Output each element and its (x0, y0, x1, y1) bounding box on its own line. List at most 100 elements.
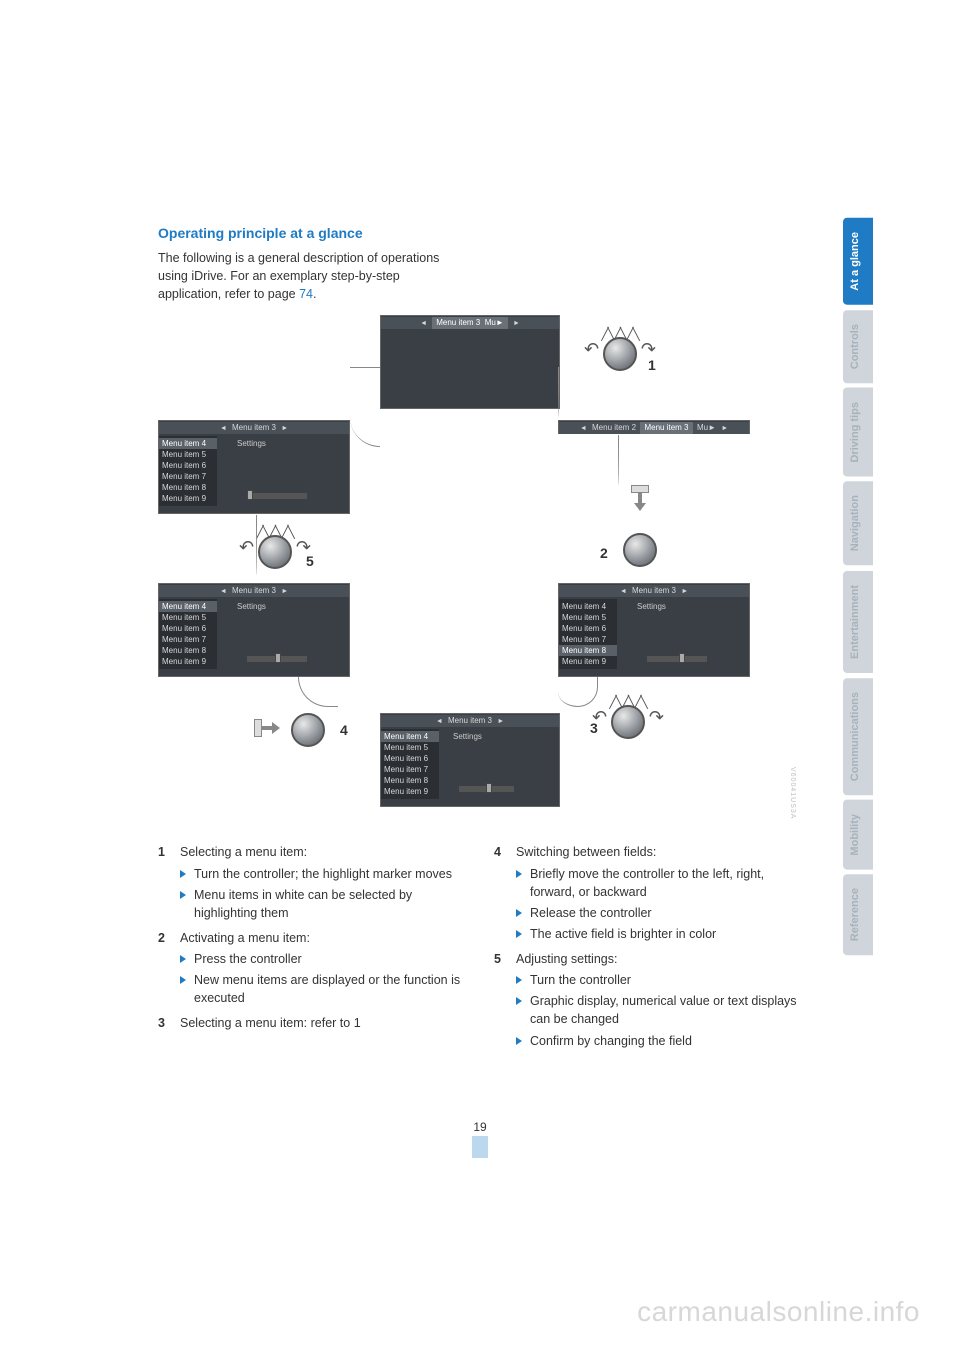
list-item: Menu item 7 (159, 471, 217, 482)
knob-body-icon (603, 337, 637, 371)
screen-3a-list: Menu item 4 Menu item 5 Menu item 6 Menu… (559, 599, 617, 669)
right-column: 4Switching between fields:Briefly move t… (494, 843, 798, 1056)
label-3: 3 (590, 720, 598, 736)
chapter-tabs: At a glance Controls Driving tips Navigatio… (843, 218, 873, 956)
title-pill: Menu item 3 (640, 422, 692, 434)
settings-label: Settings (237, 439, 266, 448)
list-item: Menu item 9 (159, 493, 217, 504)
knob-3: ╱╲╱╲╱╲ ↶ ↷ (606, 697, 650, 741)
title-text: Menu item 3 (448, 716, 492, 725)
item-number: 5 (494, 950, 516, 1053)
item-number: 4 (494, 843, 516, 946)
item-number: 1 (158, 843, 180, 925)
list-item: Menu item 4 (159, 601, 217, 612)
item-body: Switching between fields:Briefly move th… (516, 843, 798, 946)
chev-left-icon: ◄ (433, 718, 446, 725)
chev-right-icon: ► (278, 588, 291, 595)
idrive-diagram: ◄ Menu item 3 Mu► ► ╱╲╱╲╱╲ ↶ ↷ 1 ◄ Menu … (158, 315, 798, 825)
list-item: Menu item 6 (159, 623, 217, 634)
knob-4 (286, 705, 330, 749)
item-body: Selecting a menu item:Turn the controlle… (180, 843, 462, 925)
chapter-tab[interactable]: Communications (843, 678, 873, 795)
item-title: Activating a menu item: (180, 929, 462, 947)
sub-text: Graphic display, numerical value or text… (530, 992, 798, 1028)
screen-top: ◄ Menu item 3 Mu► ► (380, 315, 560, 409)
slider-thumb (679, 653, 685, 663)
slider-thumb (486, 783, 492, 793)
slider-track (647, 656, 707, 662)
list-item: Menu item 8 (159, 482, 217, 493)
chapter-tab[interactable]: Controls (843, 310, 873, 383)
numbered-item: 3Selecting a menu item: refer to 1 (158, 1014, 462, 1032)
chapter-tab[interactable]: Mobility (843, 800, 873, 870)
screen-3b-list: Menu item 4 Menu item 5 Menu item 6 Menu… (381, 729, 439, 799)
title-text: Menu item 2 (592, 423, 636, 432)
chapter-tab[interactable]: Navigation (843, 481, 873, 565)
screen-4-titlebar: ◄ Menu item 3 ► (159, 585, 349, 597)
list-item: Menu item 4 (381, 731, 439, 742)
item-body: Activating a menu item: Press the control… (180, 929, 462, 1011)
list-item: Menu item 5 (159, 612, 217, 623)
sub-item: Graphic display, numerical value or text… (516, 992, 798, 1028)
screen-4-list: Menu item 4 Menu item 5 Menu item 6 Menu… (159, 599, 217, 669)
triangle-bullet-icon (180, 976, 186, 984)
figure-code: V60041US3A (789, 767, 796, 819)
knob-body-icon (258, 535, 292, 569)
numbered-item: 5Adjusting settings: Turn the controller G… (494, 950, 798, 1053)
numbered-item: 4Switching between fields:Briefly move t… (494, 843, 798, 946)
list-item: Menu item 7 (159, 634, 217, 645)
sub-text: New menu items are displayed or the func… (194, 971, 462, 1007)
title-mu: Mu (697, 423, 708, 432)
chapter-tab[interactable]: Entertainment (843, 571, 873, 673)
list-item: Menu item 4 (559, 601, 617, 612)
list-item: Menu item 6 (559, 623, 617, 634)
side-arrow-left-icon (254, 719, 280, 737)
sub-text: Confirm by changing the field (530, 1032, 692, 1050)
item-body: Adjusting settings: Turn the controller Gr… (516, 950, 798, 1053)
numbered-item: 2Activating a menu item:Press the contro… (158, 929, 462, 1011)
screen-2: ◄ Menu item 2 Menu item 3 Mu► ► (558, 420, 750, 434)
label-2: 2 (600, 545, 608, 561)
list-item: Menu item 8 (559, 645, 617, 656)
sub-item: Release the controller (516, 904, 798, 922)
screen-5-titlebar: ◄ Menu item 3 ► (159, 422, 349, 434)
sub-item: Confirm by changing the field (516, 1032, 798, 1050)
sub-text: Turn the controller (530, 971, 631, 989)
chev-left-icon: ◄ (617, 588, 630, 595)
chapter-tab[interactable]: Reference (843, 874, 873, 955)
item-title: Adjusting settings: (516, 950, 798, 968)
triangle-bullet-icon (516, 997, 522, 1005)
intro-post: . (313, 287, 316, 301)
list-item: Menu item 9 (159, 656, 217, 667)
list-item: Menu item 4 (159, 438, 217, 449)
triangle-bullet-icon (516, 1037, 522, 1045)
screen-3a: ◄ Menu item 3 ► Menu item 4 Menu item 5 … (558, 583, 750, 677)
list-item: Menu item 7 (381, 764, 439, 775)
triangle-bullet-icon (180, 870, 186, 878)
label-4: 4 (340, 722, 348, 738)
sub-item: The active field is brighter in color (516, 925, 798, 943)
screen-3a-titlebar: ◄ Menu item 3 ► (559, 585, 749, 597)
instruction-columns: 1Selecting a menu item:Turn the controll… (158, 843, 798, 1056)
list-item: Menu item 9 (381, 786, 439, 797)
chapter-tab[interactable]: At a glance (843, 218, 873, 305)
sub-text: Press the controller (194, 950, 302, 968)
numbered-item: 1Selecting a menu item:Turn the controll… (158, 843, 462, 925)
knob-1: ╱╲╱╲╱╲ ↶ ↷ (598, 329, 642, 373)
item-title: Selecting a menu item: (180, 843, 462, 861)
list-item: Menu item 6 (381, 753, 439, 764)
site-watermark: carmanualsonline.info (637, 1296, 920, 1328)
list-item: Menu item 8 (381, 775, 439, 786)
list-item: Menu item 5 (559, 612, 617, 623)
slider-thumb (247, 490, 253, 500)
chapter-tab[interactable]: Driving tips (843, 388, 873, 477)
triangle-bullet-icon (516, 930, 522, 938)
title-pill: Menu item 3 Mu► (432, 317, 508, 329)
screen-2-titlebar: ◄ Menu item 2 Menu item 3 Mu► ► (559, 422, 749, 434)
chev-right-icon: ► (718, 425, 731, 432)
triangle-bullet-icon (516, 976, 522, 984)
triangle-bullet-icon (180, 955, 186, 963)
page-ref-link[interactable]: 74 (299, 287, 313, 301)
chev-left-icon: ◄ (417, 320, 430, 327)
rotate-right-icon: ↷ (649, 707, 664, 728)
